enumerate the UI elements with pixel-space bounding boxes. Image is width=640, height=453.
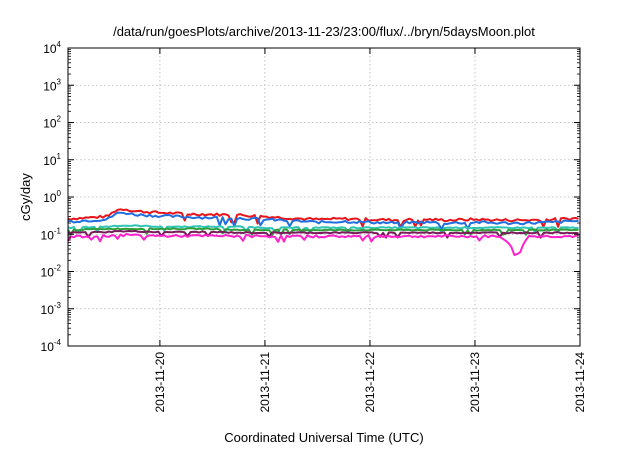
series-line-6: [67, 233, 579, 256]
series-line-4: [67, 227, 579, 236]
series-line-1: [67, 208, 579, 229]
x-tick-label: 2013-11-20: [153, 352, 167, 413]
y-tick-label: 100: [43, 189, 61, 205]
series-line-2: [67, 211, 579, 231]
series-line-5: [67, 229, 579, 239]
y-tick-label: 10-3: [41, 301, 62, 317]
y-tick-label: 10-1: [41, 226, 62, 242]
grid-layer: [68, 48, 580, 346]
label-layer: 10-4 10-3 10-2 10-1 100 101 102 103 104 2013-11-2…: [41, 40, 587, 413]
series-line-3: [67, 224, 579, 234]
x-tick-label: 2013-11-24: [573, 352, 587, 413]
y-axis-title: cGy/day: [18, 173, 33, 221]
tick-layer: [68, 47, 581, 347]
x-tick-label: 2013-11-21: [258, 352, 272, 413]
x-axis-title: Coordinated Universal Time (UTC): [224, 430, 423, 445]
x-tick-label: 2013-11-23: [468, 352, 482, 413]
x-tick-label: 2013-11-22: [363, 352, 377, 413]
y-tick-label: 102: [43, 115, 61, 131]
y-tick-label: 103: [43, 77, 61, 93]
y-tick-label: 10-4: [41, 338, 62, 354]
y-tick-label: 10-2: [41, 264, 62, 280]
y-tick-label: 104: [43, 40, 61, 56]
y-tick-label: 101: [43, 152, 61, 168]
chart-title: /data/run/goesPlots/archive/2013-11-23/2…: [113, 24, 535, 39]
series-layer: [67, 208, 579, 256]
